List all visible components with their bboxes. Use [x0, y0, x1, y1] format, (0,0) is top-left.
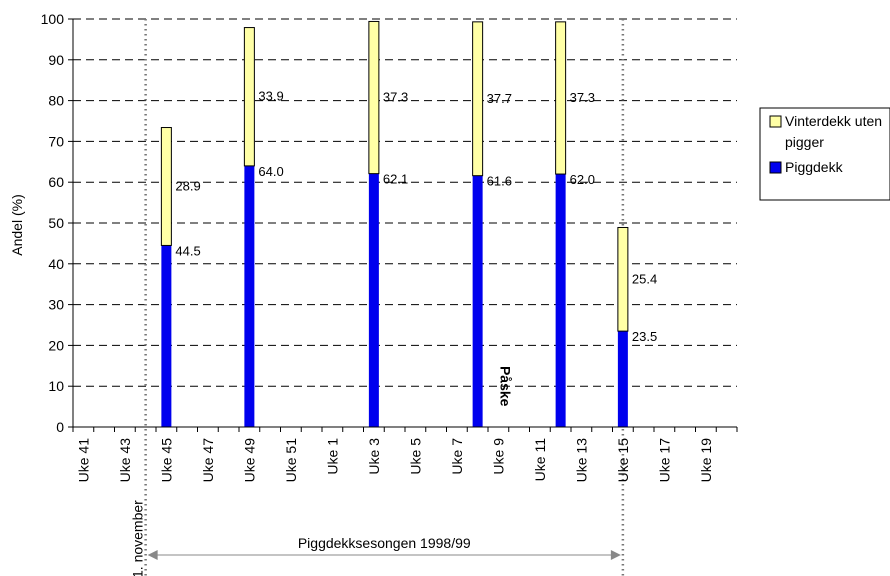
data-label-piggdekk: 61.6 — [487, 174, 512, 189]
labels: 44.5 28.9 64.0 33.9 62.1 37.3 61.6 37.7 62.0 37.3… — [175, 89, 657, 344]
x-tick-label: Uke 49 — [241, 438, 257, 483]
x-tick-label: Uke 1 — [324, 438, 340, 475]
gridlines — [73, 18, 737, 387]
bar-piggdekk — [368, 173, 379, 427]
legend-vinterdekk-line2: pigger — [785, 134, 824, 150]
x-tick-label: Uke 5 — [407, 438, 423, 475]
bar-piggdekk — [161, 245, 172, 427]
data-label-vinterdekk: 25.4 — [632, 271, 657, 286]
bar-vinterdekk — [617, 226, 629, 332]
y-axis-label: Andel (%) — [9, 194, 25, 255]
bars — [160, 20, 629, 427]
season-label: Piggdekksesongen 1998/99 — [298, 535, 471, 551]
y-tick-label: 50 — [48, 215, 64, 231]
data-label-vinterdekk: 37.3 — [570, 90, 595, 105]
x-tick-label: Uke 11 — [532, 438, 548, 482]
x-tick-label: Uke 13 — [573, 438, 589, 483]
bar-vinterdekk — [472, 21, 484, 177]
data-label-vinterdekk: 28.9 — [175, 178, 200, 193]
y-tick-label: 10 — [48, 378, 64, 394]
legend-swatch-piggdekk — [769, 161, 782, 174]
season-arrow-left — [147, 550, 158, 560]
bar-piggdekk — [244, 165, 255, 427]
bar-vinterdekk — [160, 127, 172, 246]
legend-swatch-vinterdekk — [769, 115, 782, 128]
data-label-piggdekk: 62.1 — [383, 172, 408, 187]
season-arrow-right — [610, 550, 621, 560]
x-tick-label: Uke 41 — [75, 438, 91, 483]
legend-vinterdekk-line1: Vinterdekk uten — [785, 113, 882, 129]
x-tick-label: Uke 3 — [366, 438, 382, 475]
x-tick-label: Uke 9 — [490, 438, 506, 475]
data-label-vinterdekk: 37.3 — [383, 90, 408, 105]
x-tick-label: Uke 15 — [615, 438, 631, 483]
bar-vinterdekk — [243, 27, 255, 167]
x-tick-label: Uke 19 — [698, 438, 714, 483]
x-tick-label: Uke 43 — [117, 438, 133, 483]
data-label-vinterdekk: 37.7 — [487, 91, 512, 106]
bar-piggdekk — [555, 174, 566, 427]
data-label-vinterdekk: 33.9 — [258, 89, 283, 104]
y-tick-label: 40 — [48, 256, 64, 272]
x-tick-label: Uke 47 — [200, 438, 216, 483]
x-tick-label: Uke 51 — [283, 438, 299, 483]
y-tick-label: 60 — [48, 174, 64, 190]
x-tick-label: Uke 17 — [656, 438, 672, 483]
y-tick-label: 70 — [48, 133, 64, 149]
axes: 0 10 20 30 40 50 60 70 80 90 100 Uke 41 Uke 43 Uke 45… — [41, 11, 738, 483]
x-tick-label: Uke 7 — [449, 438, 465, 475]
y-tick-label: 30 — [48, 297, 64, 313]
data-label-piggdekk: 23.5 — [632, 329, 657, 344]
data-label-piggdekk: 44.5 — [175, 243, 200, 258]
legend: Vinterdekk uten pigger Piggdekk — [759, 107, 890, 201]
legend-piggdekk: Piggdekk — [785, 159, 844, 175]
y-tick-label: 0 — [56, 419, 64, 435]
paske-annotation: Påske — [497, 366, 513, 407]
bar-piggdekk — [472, 175, 483, 427]
bar-vinterdekk — [555, 21, 567, 175]
y-tick-label: 90 — [48, 52, 64, 68]
data-label-piggdekk: 62.0 — [570, 172, 595, 187]
bar-vinterdekk — [368, 20, 380, 175]
bar-piggdekk — [617, 331, 628, 427]
x-tick-label: Uke 45 — [158, 438, 174, 483]
y-tick-label: 20 — [48, 337, 64, 353]
season-markers — [144, 19, 625, 576]
data-label-piggdekk: 64.0 — [258, 164, 283, 179]
y-tick-label: 100 — [41, 11, 65, 27]
november-annotation: 1. november — [130, 500, 146, 576]
y-tick-label: 80 — [48, 93, 64, 109]
